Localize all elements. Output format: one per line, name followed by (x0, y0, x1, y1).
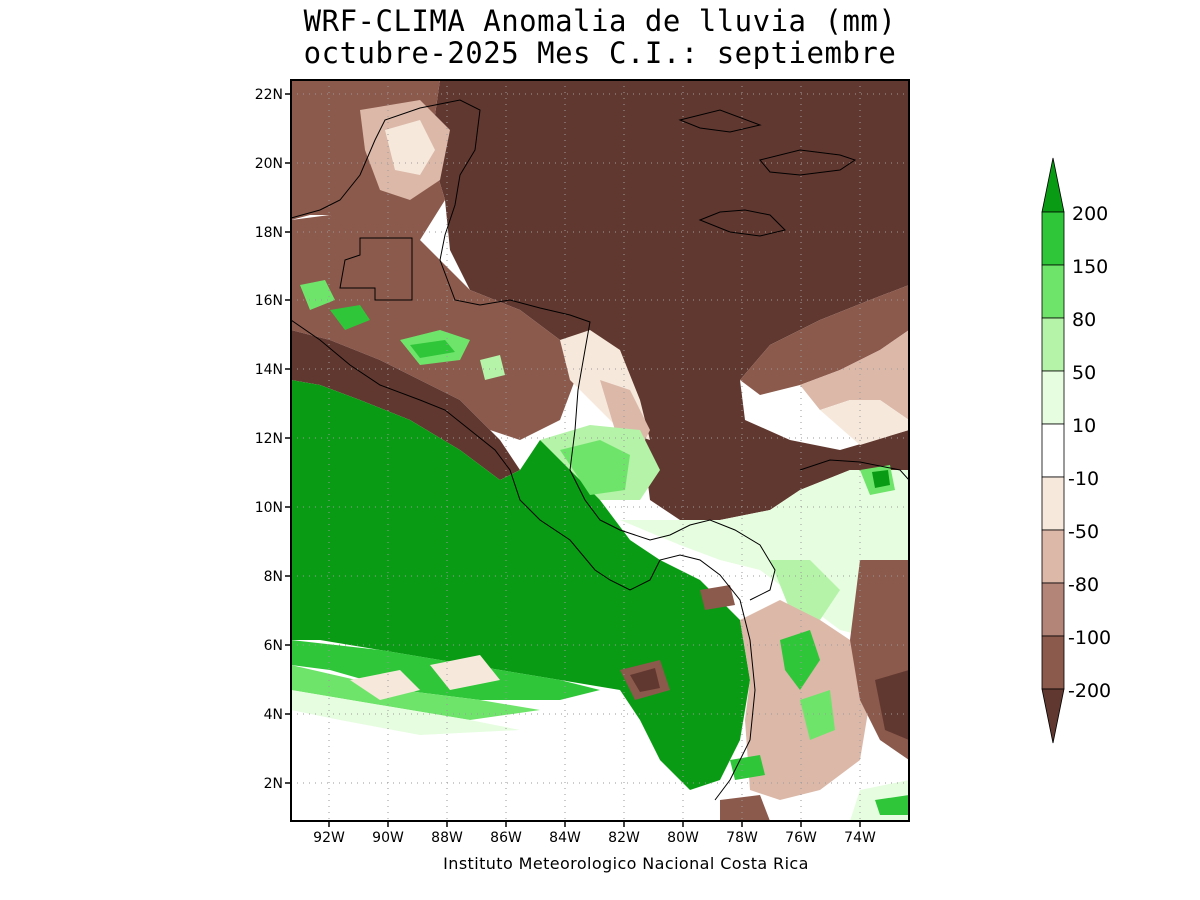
colorbar-label-50: 50 (1072, 362, 1096, 384)
map-frame (290, 79, 910, 822)
lat-label-14n: 14N (255, 362, 283, 378)
map-title-line1: WRF-CLIMA Anomalia de lluvia (mm) (303, 4, 897, 38)
colorbar-swatch-m10-10 (1041, 423, 1065, 478)
colorbar-label-m200: -200 (1068, 680, 1111, 702)
colorbar-swatch-80-150 (1041, 264, 1065, 319)
colorbar-swatch-m80-m50 (1041, 529, 1065, 584)
anomaly-field (291, 80, 909, 821)
lon-label-82w: 82W (608, 830, 640, 846)
colorbar-label-m80: -80 (1068, 574, 1099, 596)
colorbar: 200 150 80 50 10 -10 -50 -80 -100 -200 (1041, 157, 1111, 744)
lat-label-8n: 8N (264, 569, 283, 585)
lat-label-22n: 22N (255, 87, 283, 103)
colorbar-swatch-m100-m80 (1041, 582, 1065, 637)
latitude-labels: 22N 20N 18N 16N 14N 12N 10N 8N 6N 4N 2N (255, 87, 283, 792)
lon-label-84w: 84W (549, 830, 581, 846)
lon-label-90w: 90W (372, 830, 404, 846)
colorbar-swatch-150-200 (1041, 211, 1065, 266)
lon-label-80w: 80W (667, 830, 699, 846)
lon-label-86w: 86W (490, 830, 522, 846)
lat-label-10n: 10N (255, 500, 283, 516)
lat-label-18n: 18N (255, 225, 283, 241)
colorbar-label-m10: -10 (1068, 468, 1099, 490)
lon-label-78w: 78W (726, 830, 758, 846)
lat-label-16n: 16N (255, 293, 283, 309)
lon-label-88w: 88W (431, 830, 463, 846)
colorbar-bottom-arrow (1041, 688, 1065, 744)
longitude-labels: 92W 90W 88W 86W 84W 82W 80W 78W 76W 74W (313, 830, 876, 846)
lon-label-76w: 76W (785, 830, 817, 846)
colorbar-label-150: 150 (1072, 256, 1108, 278)
axis-ticks (285, 93, 861, 827)
lon-label-74w: 74W (844, 830, 876, 846)
colorbar-swatch-m50-m10 (1041, 476, 1065, 531)
colorbar-label-200: 200 (1072, 203, 1108, 225)
lon-label-92w: 92W (313, 830, 345, 846)
colorbar-swatch-50-80 (1041, 317, 1065, 372)
footer-credit: Instituto Meteorologico Nacional Costa R… (443, 854, 809, 873)
colorbar-swatch-10-50 (1041, 370, 1065, 425)
colorbar-label-80: 80 (1072, 309, 1096, 331)
colorbar-label-m100: -100 (1068, 627, 1111, 649)
coastlines (291, 99, 909, 801)
lat-label-2n: 2N (264, 776, 283, 792)
colorbar-label-m50: -50 (1068, 521, 1099, 543)
lat-label-6n: 6N (264, 638, 283, 654)
lat-label-4n: 4N (264, 707, 283, 723)
colorbar-label-10: 10 (1072, 415, 1096, 437)
lat-label-12n: 12N (255, 431, 283, 447)
colorbar-top-arrow (1041, 157, 1065, 213)
lat-label-20n: 20N (255, 156, 283, 172)
map-title-line2: octubre-2025 Mes C.I.: septiembre (303, 36, 897, 70)
colorbar-swatch-m200-m100 (1041, 635, 1065, 690)
